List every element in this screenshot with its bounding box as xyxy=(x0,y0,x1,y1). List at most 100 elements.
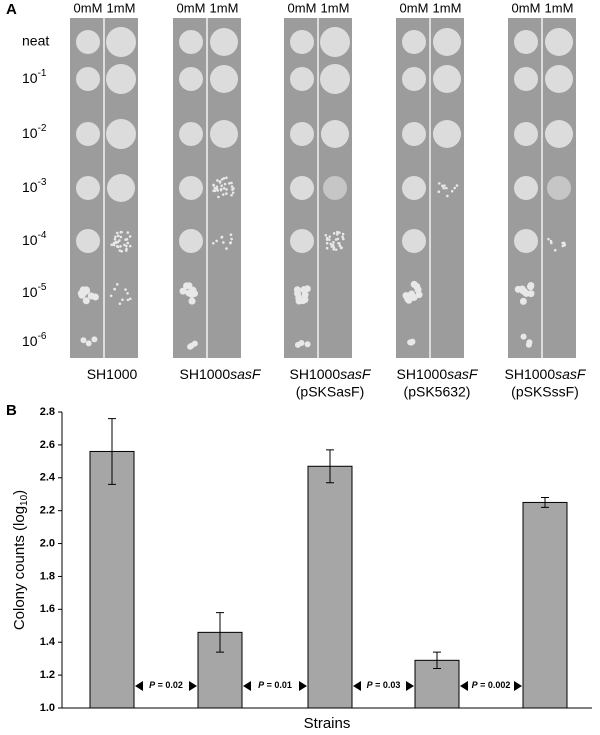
category-label: SH1000 xyxy=(87,366,138,382)
spot xyxy=(210,65,238,93)
spot xyxy=(402,229,426,253)
arrow-right xyxy=(299,681,307,691)
colony xyxy=(119,235,123,239)
row-label: 10-3 xyxy=(22,177,47,195)
spot xyxy=(76,176,100,200)
category-italic: sasF xyxy=(555,366,587,382)
p-value-symbol: P xyxy=(258,680,265,690)
colony xyxy=(339,246,343,250)
colony xyxy=(301,291,309,299)
y-axis-label-end: ) xyxy=(11,490,28,495)
colony xyxy=(438,182,441,185)
colony xyxy=(525,341,532,348)
colony xyxy=(121,298,124,302)
p-value: P = 0.002 xyxy=(472,680,511,690)
error-bar xyxy=(326,449,334,484)
colony xyxy=(325,241,329,245)
p-value-text: = 0.03 xyxy=(373,680,401,690)
colony xyxy=(341,232,345,236)
spot xyxy=(76,30,100,54)
colony xyxy=(334,248,338,251)
arrow-right xyxy=(514,681,522,691)
colony xyxy=(216,179,219,182)
column-header: 0mM xyxy=(74,0,103,15)
category-italic: sasF xyxy=(447,366,479,382)
colony xyxy=(125,247,128,251)
colony xyxy=(341,235,344,239)
colony xyxy=(527,283,535,291)
colony xyxy=(325,246,329,250)
spot xyxy=(545,28,573,56)
spot xyxy=(290,122,314,146)
colony xyxy=(230,237,233,241)
colony xyxy=(415,291,423,299)
category-label: SH1000sasF xyxy=(290,366,372,382)
row-label: 10-6 xyxy=(22,331,47,349)
row-label-base: 10 xyxy=(22,70,38,86)
colony xyxy=(118,302,122,305)
y-tick-label: 1.4 xyxy=(40,636,56,648)
colony xyxy=(183,282,191,290)
bar xyxy=(197,631,243,709)
colony xyxy=(118,239,121,242)
spot xyxy=(433,65,461,93)
colony xyxy=(218,181,222,184)
colony xyxy=(519,287,527,295)
p-value: P = 0.02 xyxy=(149,680,183,690)
bar xyxy=(522,501,568,709)
category-italic: sasF xyxy=(340,366,372,382)
colony xyxy=(225,247,228,250)
panel-label: A xyxy=(6,1,17,18)
spot xyxy=(210,28,238,56)
y-axis-label-text: Colony counts (log xyxy=(11,506,28,630)
colony xyxy=(212,189,215,193)
spot xyxy=(514,67,538,91)
arrow-right xyxy=(406,681,414,691)
colony xyxy=(125,237,129,241)
colony xyxy=(330,245,334,248)
colony xyxy=(115,283,119,286)
colony xyxy=(113,287,116,291)
row-label-exp: -4 xyxy=(38,230,47,241)
column-header: 1mM xyxy=(433,0,462,15)
arrow-left xyxy=(135,681,143,691)
error-bar xyxy=(433,651,441,670)
colony xyxy=(231,188,234,191)
colony xyxy=(229,233,233,237)
colony xyxy=(216,189,220,192)
colony xyxy=(225,176,228,180)
colony xyxy=(126,241,130,245)
colony xyxy=(217,195,220,199)
spot xyxy=(106,64,136,94)
colony xyxy=(553,248,557,252)
colony xyxy=(215,239,218,243)
spot xyxy=(323,176,347,200)
colony xyxy=(126,291,129,295)
colony xyxy=(443,184,446,187)
colony xyxy=(222,176,226,180)
y-tick-label: 2.2 xyxy=(40,505,55,517)
p-value-symbol: P xyxy=(472,680,479,690)
y-tick-label: 2.8 xyxy=(40,406,55,418)
colony xyxy=(520,333,527,340)
spot xyxy=(545,65,573,93)
spot xyxy=(76,122,100,146)
spot xyxy=(320,27,350,57)
colony xyxy=(561,241,564,245)
p-value: P = 0.01 xyxy=(258,680,292,690)
colony xyxy=(437,190,441,194)
row-label-base: 10 xyxy=(22,179,38,195)
spot xyxy=(514,229,538,253)
colony xyxy=(124,288,127,291)
colony xyxy=(225,188,228,191)
colony xyxy=(342,237,345,241)
y-axis-label-sub: 10 xyxy=(19,494,30,506)
spot xyxy=(179,176,203,200)
arrow-right xyxy=(189,681,197,691)
colony xyxy=(91,336,98,343)
p-value: P = 0.03 xyxy=(367,680,401,690)
colony xyxy=(213,186,217,190)
colony xyxy=(442,186,445,190)
spot xyxy=(107,174,135,202)
colony xyxy=(547,237,550,241)
